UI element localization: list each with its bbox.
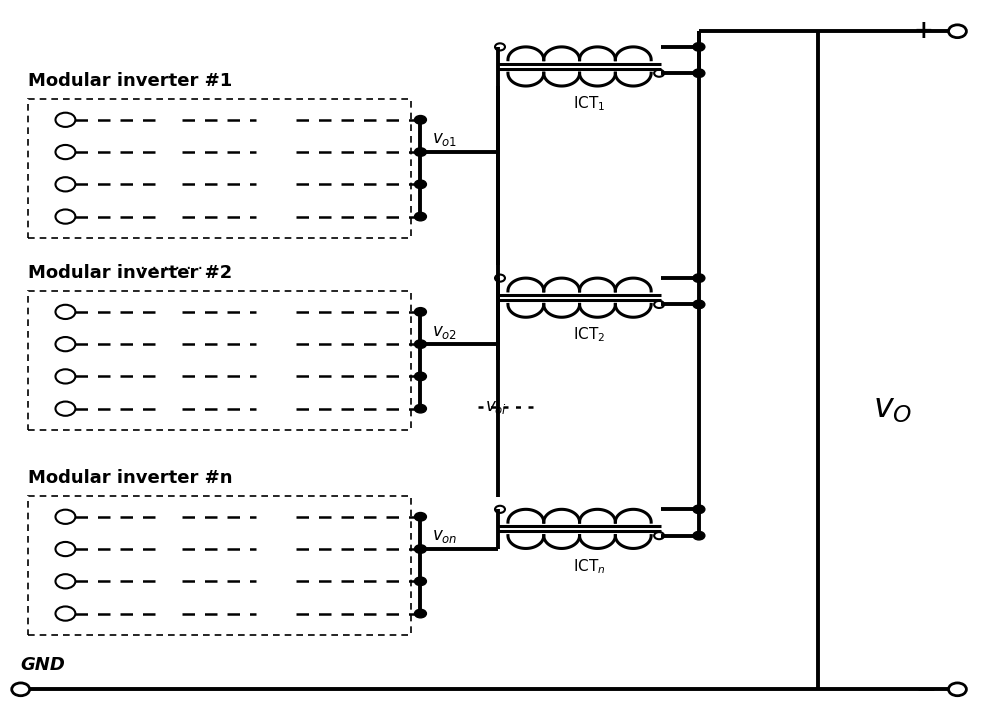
Circle shape (414, 545, 426, 554)
Circle shape (414, 115, 426, 124)
Text: +: + (914, 19, 934, 43)
Text: Modular inverter #2: Modular inverter #2 (28, 264, 232, 282)
Text: $\mathrm{ICT}_{1}$: $\mathrm{ICT}_{1}$ (573, 95, 606, 113)
Circle shape (414, 148, 426, 156)
Bar (28, 496, 411, 635)
Circle shape (414, 340, 426, 348)
Text: $v_{o1}$: $v_{o1}$ (432, 130, 458, 148)
Text: −: − (916, 678, 937, 701)
Circle shape (414, 212, 426, 221)
Circle shape (693, 531, 705, 540)
Text: $\mathrm{ICT}_{2}$: $\mathrm{ICT}_{2}$ (573, 326, 606, 344)
Circle shape (414, 372, 426, 381)
Text: GND: GND (21, 655, 66, 674)
Text: $v_{oi}$: $v_{oi}$ (485, 398, 507, 416)
Circle shape (414, 404, 426, 413)
Text: $v_{on}$: $v_{on}$ (432, 528, 458, 546)
Circle shape (414, 577, 426, 586)
Circle shape (693, 69, 705, 77)
Circle shape (414, 180, 426, 189)
Bar (28, 99, 411, 237)
Circle shape (693, 42, 705, 51)
Text: $v_{o2}$: $v_{o2}$ (432, 323, 458, 341)
Circle shape (414, 513, 426, 521)
Text: $v_O$: $v_O$ (873, 391, 912, 424)
Bar (28, 291, 411, 429)
Circle shape (414, 308, 426, 316)
Circle shape (693, 274, 705, 282)
Text: $\mathrm{ICT}_{n}$: $\mathrm{ICT}_{n}$ (573, 557, 606, 576)
Text: . . . . . .: . . . . . . (140, 255, 203, 273)
Text: Modular inverter #1: Modular inverter #1 (28, 72, 232, 90)
Circle shape (693, 505, 705, 513)
Text: Modular inverter #n: Modular inverter #n (28, 469, 232, 487)
Circle shape (414, 609, 426, 618)
Circle shape (693, 300, 705, 309)
